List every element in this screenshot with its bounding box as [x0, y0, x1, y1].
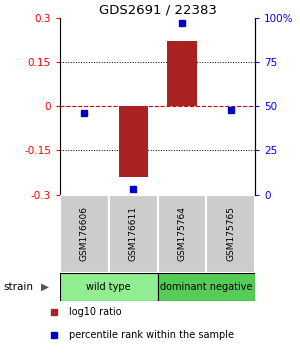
FancyBboxPatch shape	[60, 273, 158, 301]
FancyBboxPatch shape	[109, 195, 158, 273]
FancyBboxPatch shape	[206, 195, 255, 273]
FancyBboxPatch shape	[158, 195, 206, 273]
Text: ▶: ▶	[40, 282, 49, 292]
Bar	[167, 41, 196, 106]
Text: GSM175764: GSM175764	[177, 206, 186, 261]
Text: log10 ratio: log10 ratio	[69, 307, 122, 316]
Bar	[118, 106, 148, 177]
Text: percentile rank within the sample: percentile rank within the sample	[69, 330, 234, 340]
Text: GSM175765: GSM175765	[226, 206, 235, 261]
Text: dominant negative: dominant negative	[160, 282, 253, 292]
Text: strain: strain	[3, 282, 33, 292]
Title: GDS2691 / 22383: GDS2691 / 22383	[99, 4, 216, 17]
Text: GSM176611: GSM176611	[129, 206, 138, 261]
Text: wild type: wild type	[86, 282, 131, 292]
FancyBboxPatch shape	[60, 195, 109, 273]
FancyBboxPatch shape	[158, 273, 255, 301]
Text: GSM176606: GSM176606	[80, 206, 89, 261]
